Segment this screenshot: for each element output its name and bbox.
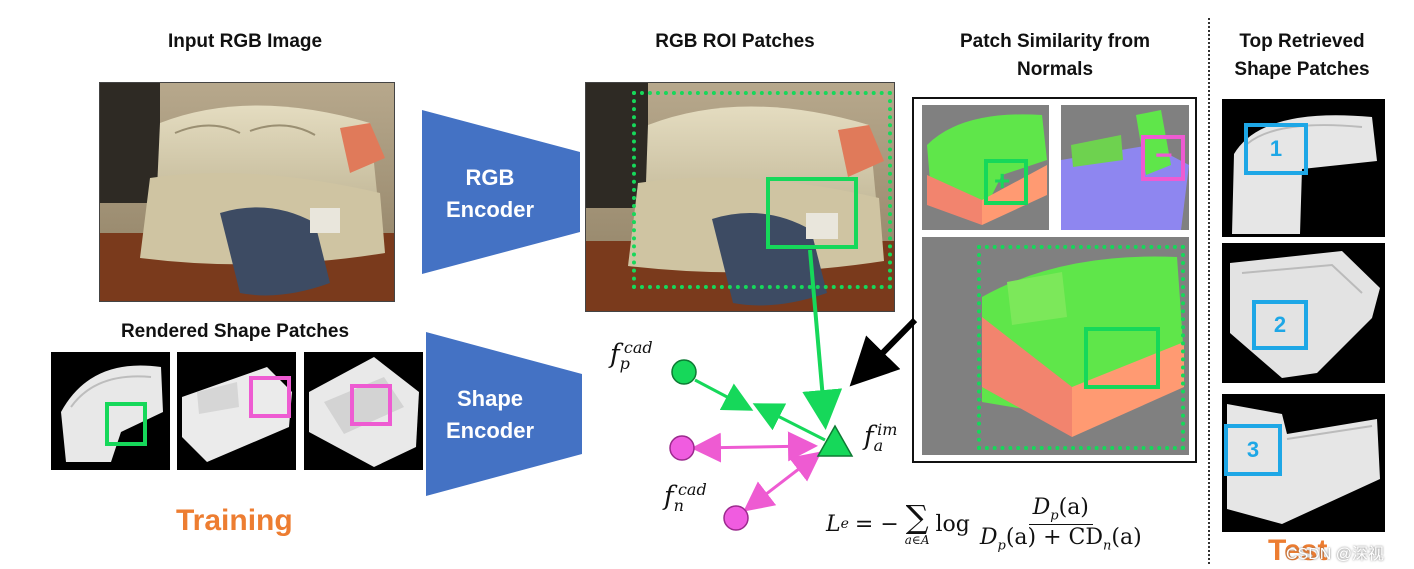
normals-negative-patch <box>1141 135 1185 181</box>
rendered-shape-thumb-1 <box>51 352 170 470</box>
normals-thumb-negative: − <box>1061 105 1189 230</box>
normals-large-positive-patch <box>1084 327 1160 389</box>
rendered-negative-patch-1 <box>249 376 291 418</box>
retrieved-patch-box-3: 3 <box>1224 424 1282 476</box>
retrieved-shape-2: 2 <box>1222 243 1385 383</box>
retrieved-patch-box-2: 2 <box>1252 300 1308 350</box>
rgb-encoder-label-line1: RGB <box>465 165 515 190</box>
patch-similarity-header-line1: Patch Similarity from <box>959 31 1151 52</box>
top-retrieved-header-line1: Top Retrieved <box>1239 31 1365 52</box>
plus-sign: + <box>994 165 1011 196</box>
positive-cad-label: fpcad <box>610 338 653 373</box>
negative-cad-label: fncad <box>664 480 707 515</box>
minus-sign: − <box>1155 139 1173 172</box>
retrieved-shape-1: 1 <box>1222 99 1385 237</box>
normals-dashed-box <box>977 245 1185 450</box>
roi-positive-patch <box>766 177 858 249</box>
negative-cad-node-2 <box>723 505 749 531</box>
rendered-shape-header: Rendered Shape Patches <box>120 321 350 342</box>
test-label: Test <box>1268 534 1328 567</box>
positive-cad-node <box>671 359 697 385</box>
rendered-shape-thumb-3 <box>304 352 423 470</box>
normals-positive-patch <box>984 159 1028 205</box>
retrieved-shape-3: 3 <box>1222 394 1385 532</box>
embedding-diagram <box>669 249 918 531</box>
normals-thumb-positive: + <box>922 105 1049 230</box>
rendered-shape-thumb-2 <box>177 352 296 470</box>
normals-large <box>922 237 1189 455</box>
patch-similarity-header-line2: Normals <box>1016 59 1094 80</box>
rendered-negative-patch-2 <box>350 384 392 426</box>
rendered-positive-patch <box>105 402 147 446</box>
input-rgb-header: Input RGB Image <box>167 31 323 52</box>
shape-encoder-label-line1: Shape <box>456 386 524 411</box>
shape-encoder <box>426 332 582 496</box>
rgb-encoder <box>422 110 580 274</box>
shape-encoder-label-line2: Encoder <box>445 418 535 443</box>
training-label: Training <box>176 504 293 537</box>
anchor-image-label: faim <box>864 420 898 455</box>
patch-similarity-panel: + − <box>912 97 1197 463</box>
watermark: CSDN @深视 <box>1286 546 1385 563</box>
negative-cad-node-1 <box>669 435 695 461</box>
rgb-encoder-label-line2: Encoder <box>445 197 535 222</box>
retrieved-patch-box-1: 1 <box>1244 123 1308 175</box>
test-divider <box>1208 18 1210 564</box>
top-retrieved-header-line2: Shape Patches <box>1234 59 1370 80</box>
rgb-roi-header: RGB ROI Patches <box>655 31 815 52</box>
anchor-image-node <box>816 424 854 457</box>
rgb-roi-photo <box>585 82 895 312</box>
roi-dashed-box <box>632 91 892 289</box>
input-rgb-photo <box>99 82 395 302</box>
